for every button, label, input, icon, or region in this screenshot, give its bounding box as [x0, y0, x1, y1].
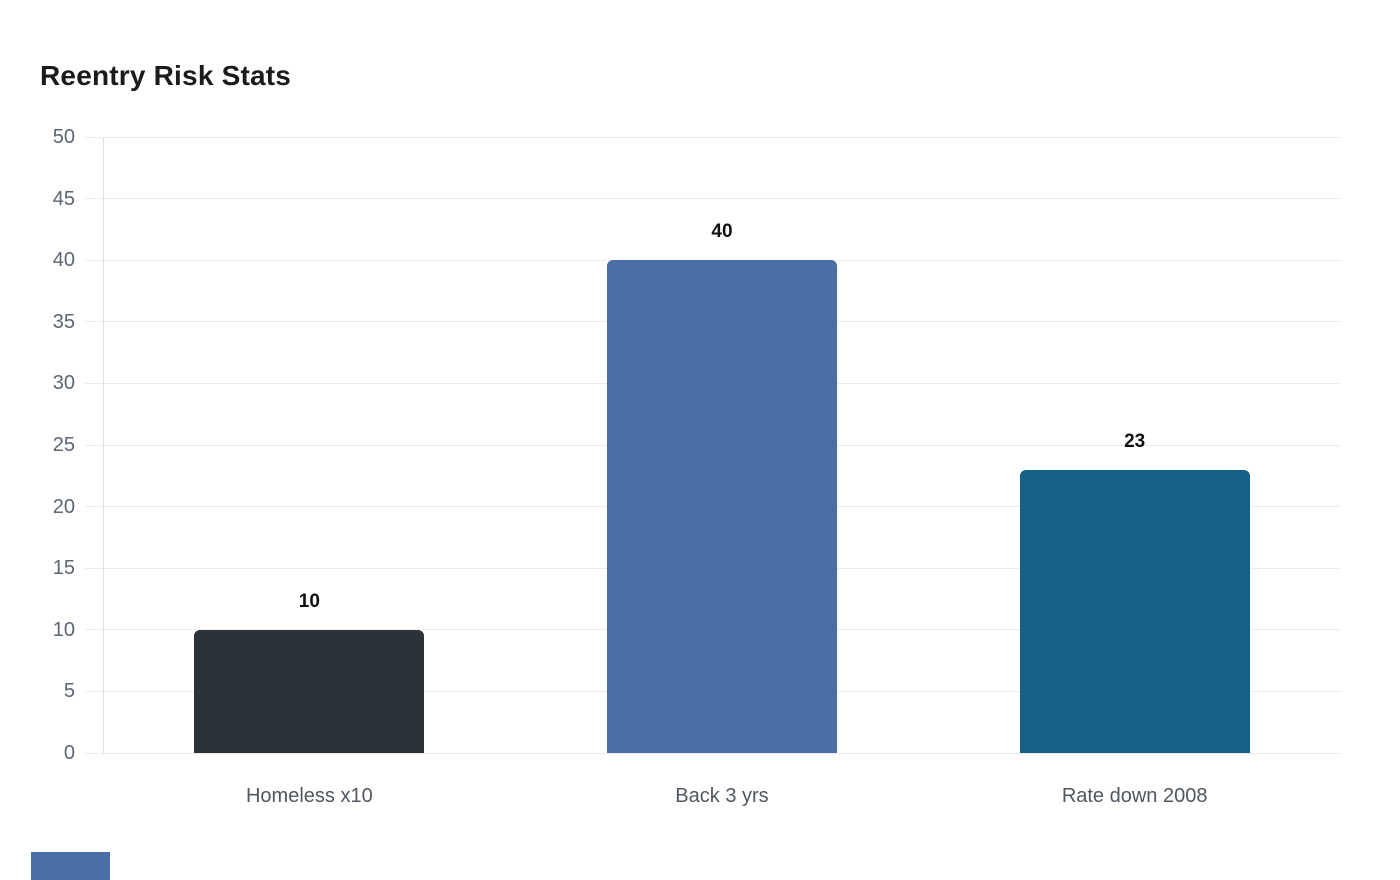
x-tick-label: Rate down 2008: [1061, 785, 1208, 807]
y-tick-label: 10: [52, 618, 75, 641]
bar: [1019, 469, 1250, 753]
value-label: 10: [298, 590, 320, 612]
gridline: [85, 136, 1341, 138]
bar: [607, 260, 837, 753]
y-tick-label: 15: [52, 557, 75, 580]
chart-title: Reentry Risk Stats: [40, 60, 292, 91]
y-tick-label: 35: [52, 310, 75, 333]
y-tick-label: 45: [52, 187, 75, 210]
partial-blue-element: [31, 852, 110, 880]
bar: [194, 629, 425, 753]
y-tick-label: 0: [63, 742, 75, 764]
y-tick-label: 50: [52, 126, 75, 148]
x-tick-label: Back 3 yrs: [675, 785, 769, 807]
gridline: [85, 198, 1341, 200]
y-tick-label: 20: [52, 495, 75, 518]
y-tick-label: 5: [63, 680, 75, 703]
y-tick-label: 25: [52, 434, 75, 456]
x-tick-label: Homeless x10: [245, 785, 373, 807]
gridline: [85, 752, 1341, 754]
y-tick-label: 40: [52, 249, 75, 272]
value-label: 23: [1124, 430, 1146, 452]
value-label: 40: [711, 221, 733, 243]
y-axis-line: [103, 137, 104, 753]
y-tick-label: 30: [52, 372, 75, 395]
